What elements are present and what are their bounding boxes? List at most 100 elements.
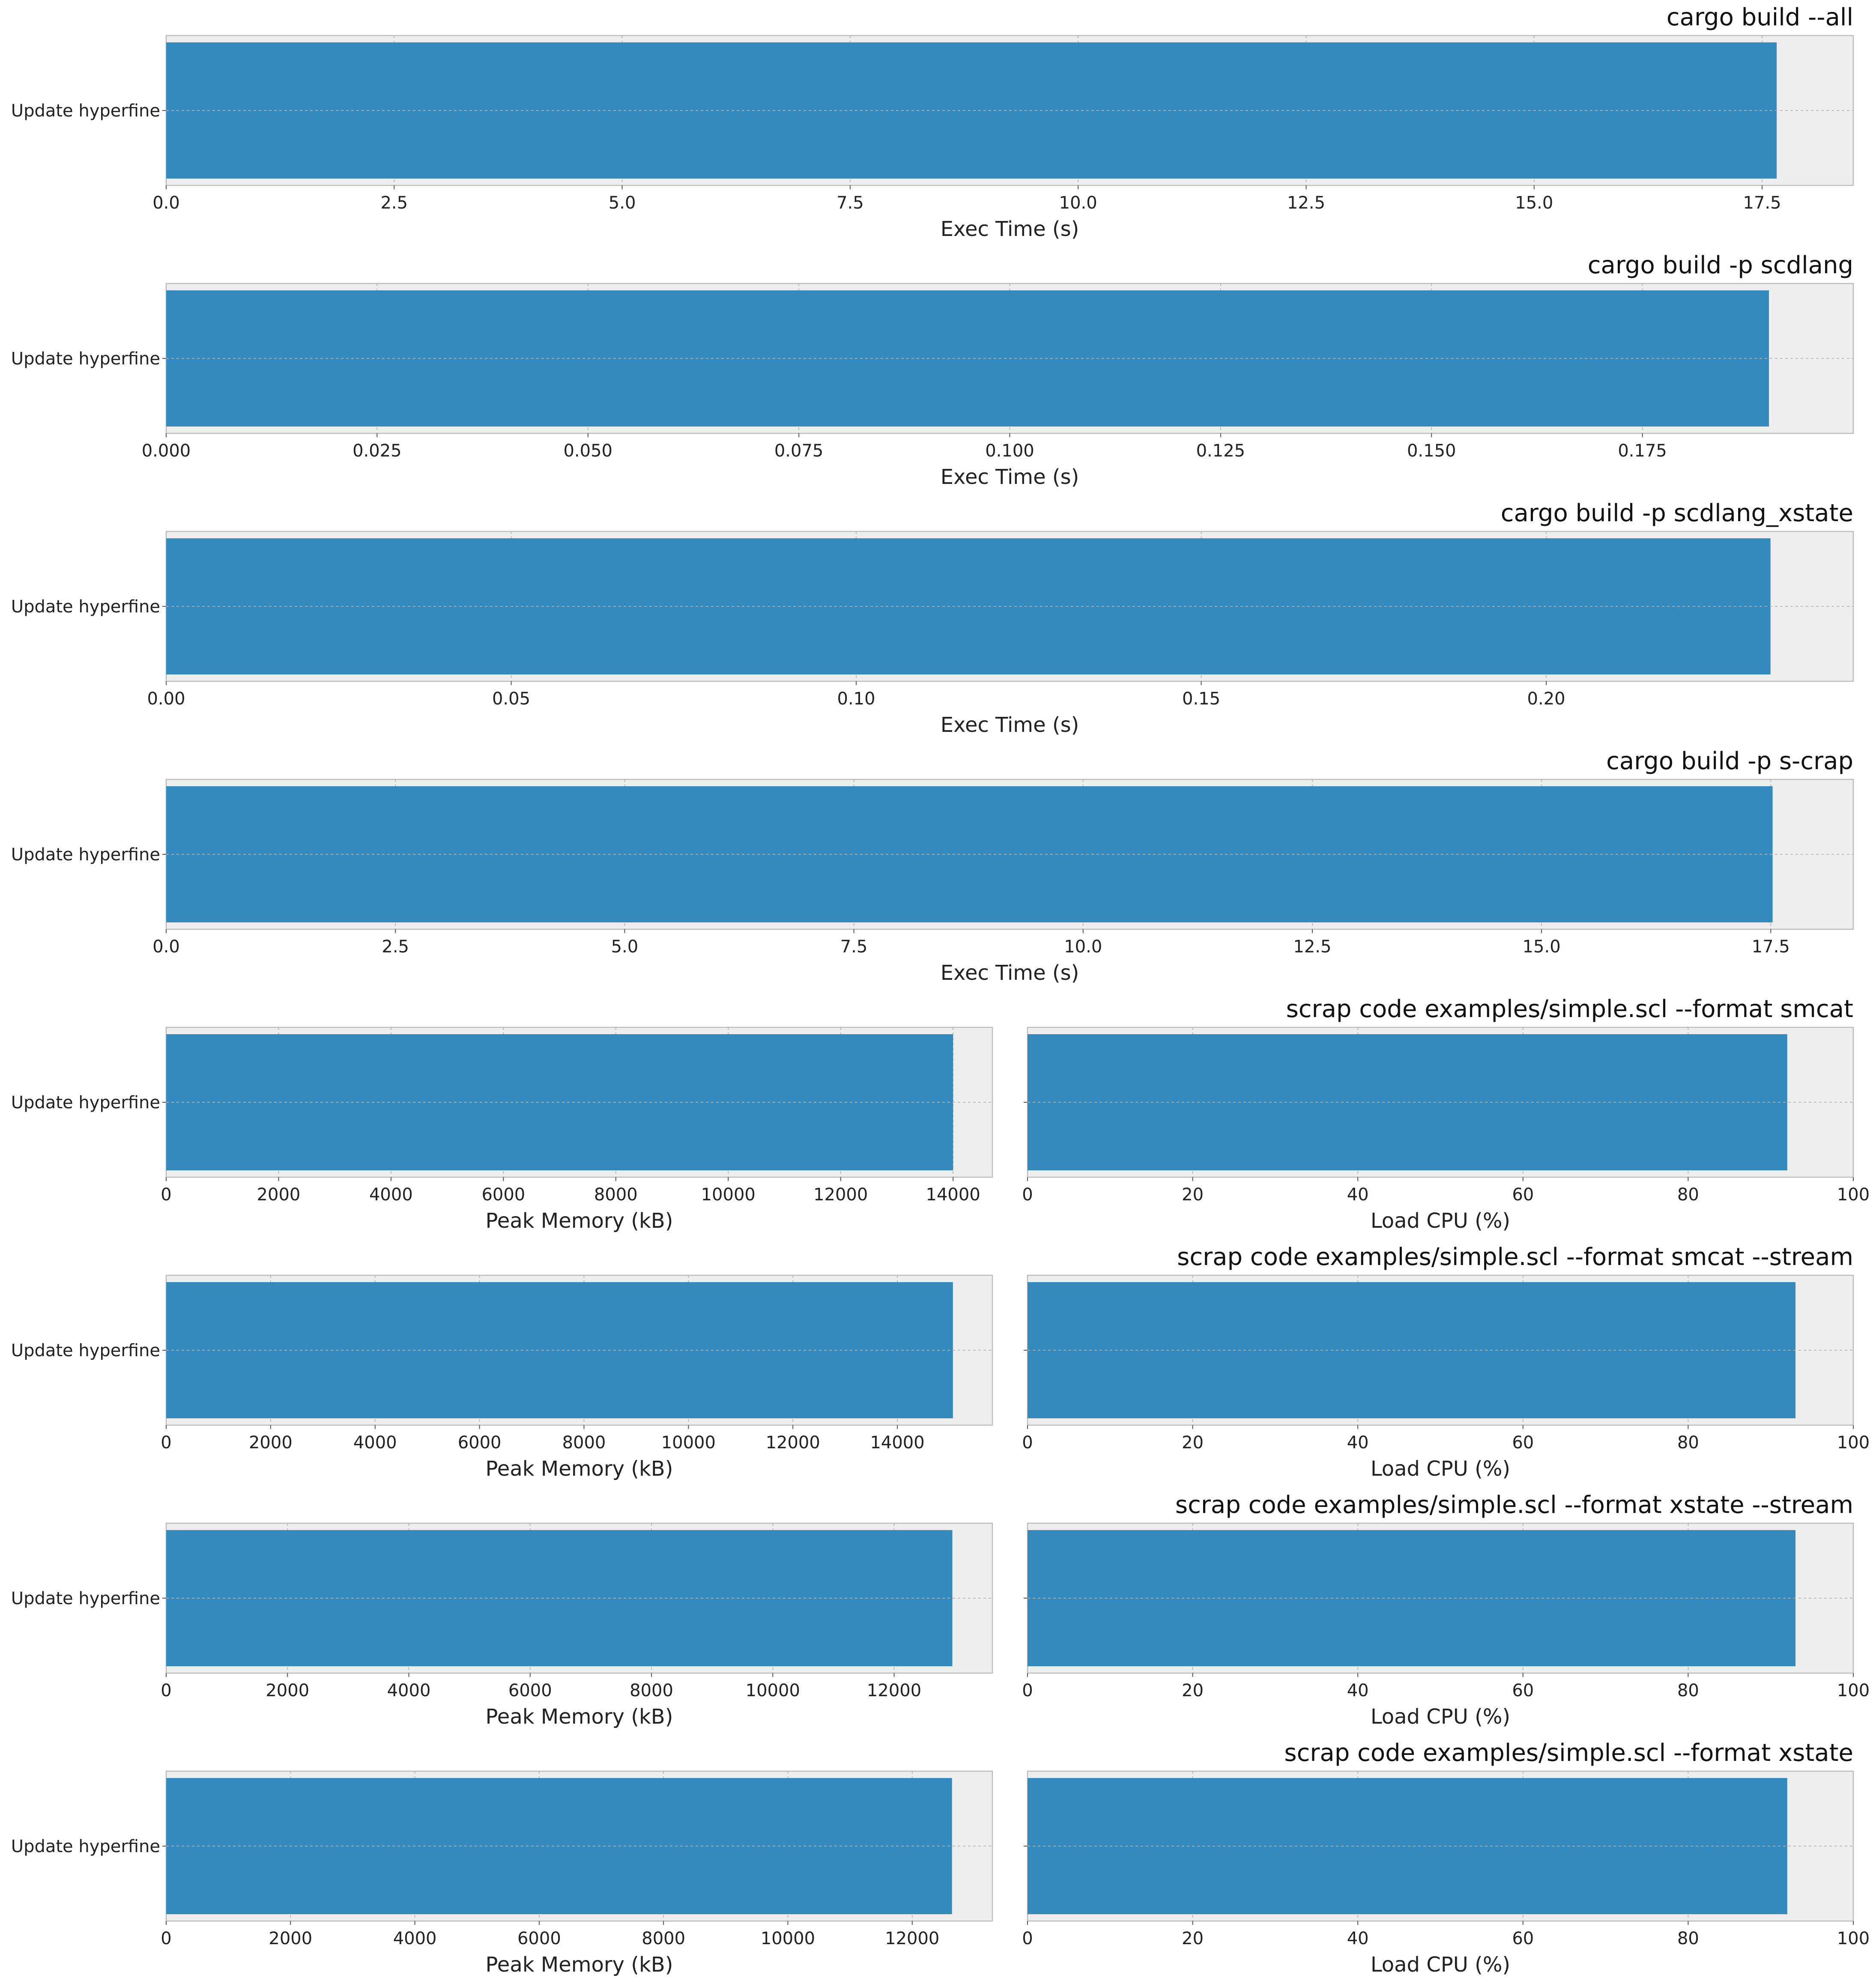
x-tick-label: 0.05 xyxy=(492,689,530,709)
y-category-label: Update hyperfine xyxy=(11,349,160,369)
x-tick-label: 100 xyxy=(1837,1185,1870,1205)
y-category-label: Update hyperfine xyxy=(11,1341,160,1360)
x-tick-label: 20 xyxy=(1182,1185,1204,1205)
x-tick-label: 4000 xyxy=(387,1681,431,1701)
x-tick-label: 12.5 xyxy=(1293,937,1331,957)
chart-panel-5: scrap code examples/simple.scl --format … xyxy=(11,995,1870,1233)
x-tick-label: 0.125 xyxy=(1196,441,1246,461)
x-tick-label: 6000 xyxy=(458,1433,502,1453)
x-tick-label: 0.20 xyxy=(1527,689,1565,709)
x-axis-label: Exec Time (s) xyxy=(941,465,1079,489)
y-category-label: Update hyperfine xyxy=(11,845,160,865)
chart-title: cargo build -p scdlang_xstate xyxy=(1501,499,1853,527)
chart-title: cargo build -p scdlang xyxy=(1588,251,1853,279)
chart-panel-7: scrap code examples/simple.scl --format … xyxy=(11,1491,1870,1729)
chart-title: cargo build -p s-crap xyxy=(1606,747,1853,775)
chart-panel-4: cargo build -p s-crap 0.0 2.5 5.0 7.5 10.0 12.… xyxy=(11,747,1854,985)
x-tick-label: 5.0 xyxy=(611,937,639,957)
chart-panel-2: cargo build -p scdlang 0.000 0.025 0.050 0.0… xyxy=(11,251,1854,489)
chart-panel-1: cargo build --all 0.0 2.5 5.0 7.5 10.0 12.5 15.… xyxy=(11,3,1854,241)
x-tick-label: 0.150 xyxy=(1407,441,1456,461)
chart-panel-8: scrap code examples/simple.scl --format … xyxy=(11,1739,1870,1977)
x-tick-label: 100 xyxy=(1837,1681,1870,1701)
y-category-label: Update hyperfine xyxy=(11,597,160,617)
x-tick-label: 0.00 xyxy=(147,689,185,709)
x-tick-label: 6000 xyxy=(517,1929,561,1948)
x-tick-label: 40 xyxy=(1347,1681,1369,1701)
x-tick-label: 40 xyxy=(1347,1185,1369,1205)
x-tick-label: 2000 xyxy=(266,1681,309,1701)
x-tick-label: 5.0 xyxy=(609,193,636,213)
x-tick-label: 0 xyxy=(161,1681,171,1701)
bar-update-hyperfine xyxy=(166,1034,953,1170)
x-axis-label: Peak Memory (kB) xyxy=(486,1705,673,1729)
x-tick-label: 100 xyxy=(1837,1433,1870,1453)
x-tick-label: 100 xyxy=(1837,1929,1870,1948)
x-tick-label: 0 xyxy=(1022,1681,1033,1701)
x-tick-label: 7.5 xyxy=(836,193,864,213)
x-tick-label: 80 xyxy=(1677,1681,1699,1701)
chart-panel-3: cargo build -p scdlang_xstate 0.00 0.05 0.1… xyxy=(11,499,1854,737)
x-tick-label: 2000 xyxy=(249,1433,293,1453)
x-tick-label: 8000 xyxy=(594,1185,638,1205)
x-tick-label: 80 xyxy=(1677,1433,1699,1453)
x-tick-label: 2000 xyxy=(269,1929,312,1948)
x-tick-label: 10000 xyxy=(746,1681,800,1701)
x-tick-label: 40 xyxy=(1347,1433,1369,1453)
x-axis-label: Load CPU (%) xyxy=(1371,1457,1510,1481)
x-axis-label: Load CPU (%) xyxy=(1371,1953,1510,1977)
x-tick-label: 10.0 xyxy=(1059,193,1097,213)
x-tick-label: 0.050 xyxy=(563,441,612,461)
x-tick-label: 12000 xyxy=(813,1185,868,1205)
x-tick-label: 20 xyxy=(1182,1681,1204,1701)
x-tick-label: 60 xyxy=(1512,1929,1534,1948)
x-tick-label: 0.15 xyxy=(1182,689,1220,709)
x-tick-label: 20 xyxy=(1182,1433,1204,1453)
x-axis-label: Exec Time (s) xyxy=(941,217,1079,241)
x-tick-label: 8000 xyxy=(562,1433,606,1453)
x-tick-label: 17.5 xyxy=(1752,937,1790,957)
x-axis-label: Load CPU (%) xyxy=(1371,1705,1510,1729)
x-tick-label: 0 xyxy=(1022,1185,1033,1205)
chart-title: scrap code examples/simple.scl --format … xyxy=(1284,1739,1853,1767)
x-tick-label: 0.0 xyxy=(152,193,180,213)
x-tick-label: 0 xyxy=(1022,1433,1033,1453)
x-tick-label: 15.0 xyxy=(1515,193,1553,213)
chart-title: scrap code examples/simple.scl --format … xyxy=(1286,995,1853,1023)
x-axis-label: Peak Memory (kB) xyxy=(486,1457,673,1481)
bar-update-hyperfine xyxy=(166,1282,953,1418)
x-tick-label: 0.10 xyxy=(837,689,875,709)
x-tick-label: 0 xyxy=(161,1929,171,1948)
x-tick-label: 10.0 xyxy=(1064,937,1102,957)
x-axis-label: Peak Memory (kB) xyxy=(486,1953,673,1977)
x-tick-label: 0 xyxy=(1022,1929,1033,1948)
chart-panel-6: scrap code examples/simple.scl --format … xyxy=(11,1243,1870,1481)
x-tick-label: 2.5 xyxy=(382,937,409,957)
x-tick-label: 6000 xyxy=(481,1185,525,1205)
x-tick-label: 4000 xyxy=(369,1185,413,1205)
x-tick-label: 4000 xyxy=(393,1929,437,1948)
x-tick-label: 0 xyxy=(161,1433,171,1453)
chart-title: scrap code examples/simple.scl --format … xyxy=(1177,1243,1853,1271)
x-tick-label: 12.5 xyxy=(1287,193,1325,213)
y-category-label: Update hyperfine xyxy=(11,101,160,121)
x-tick-label: 40 xyxy=(1347,1929,1369,1948)
x-tick-label: 80 xyxy=(1677,1929,1699,1948)
x-tick-label: 2.5 xyxy=(380,193,408,213)
x-tick-label: 8000 xyxy=(642,1929,685,1948)
x-tick-label: 12000 xyxy=(766,1433,820,1453)
x-tick-label: 0 xyxy=(161,1185,171,1205)
x-tick-label: 0.000 xyxy=(142,441,191,461)
x-tick-label: 14000 xyxy=(926,1185,980,1205)
y-category-label: Update hyperfine xyxy=(11,1837,160,1856)
x-tick-label: 60 xyxy=(1512,1681,1534,1701)
x-tick-label: 4000 xyxy=(353,1433,397,1453)
chart-title: cargo build --all xyxy=(1667,3,1853,31)
x-tick-label: 80 xyxy=(1677,1185,1699,1205)
x-axis-label: Load CPU (%) xyxy=(1371,1209,1510,1233)
x-tick-label: 20 xyxy=(1182,1929,1204,1948)
x-tick-label: 0.0 xyxy=(152,937,180,957)
x-tick-label: 0.175 xyxy=(1618,441,1667,461)
x-tick-label: 12000 xyxy=(867,1681,921,1701)
